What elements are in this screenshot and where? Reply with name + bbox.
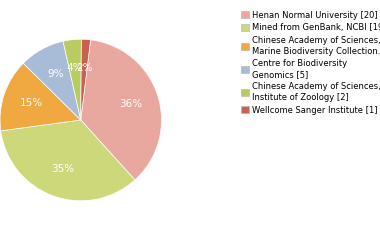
Wedge shape bbox=[1, 120, 135, 201]
Text: 35%: 35% bbox=[51, 164, 74, 174]
Wedge shape bbox=[63, 39, 81, 120]
Text: 4%: 4% bbox=[67, 63, 84, 73]
Text: 15%: 15% bbox=[19, 98, 43, 108]
Text: 36%: 36% bbox=[119, 99, 142, 109]
Wedge shape bbox=[81, 40, 162, 180]
Wedge shape bbox=[0, 63, 81, 131]
Wedge shape bbox=[81, 39, 90, 120]
Wedge shape bbox=[23, 41, 81, 120]
Text: 2%: 2% bbox=[76, 63, 92, 73]
Text: 9%: 9% bbox=[47, 69, 63, 79]
Legend: Henan Normal University [20], Mined from GenBank, NCBI [19], Chinese Academy of : Henan Normal University [20], Mined from… bbox=[240, 9, 380, 116]
